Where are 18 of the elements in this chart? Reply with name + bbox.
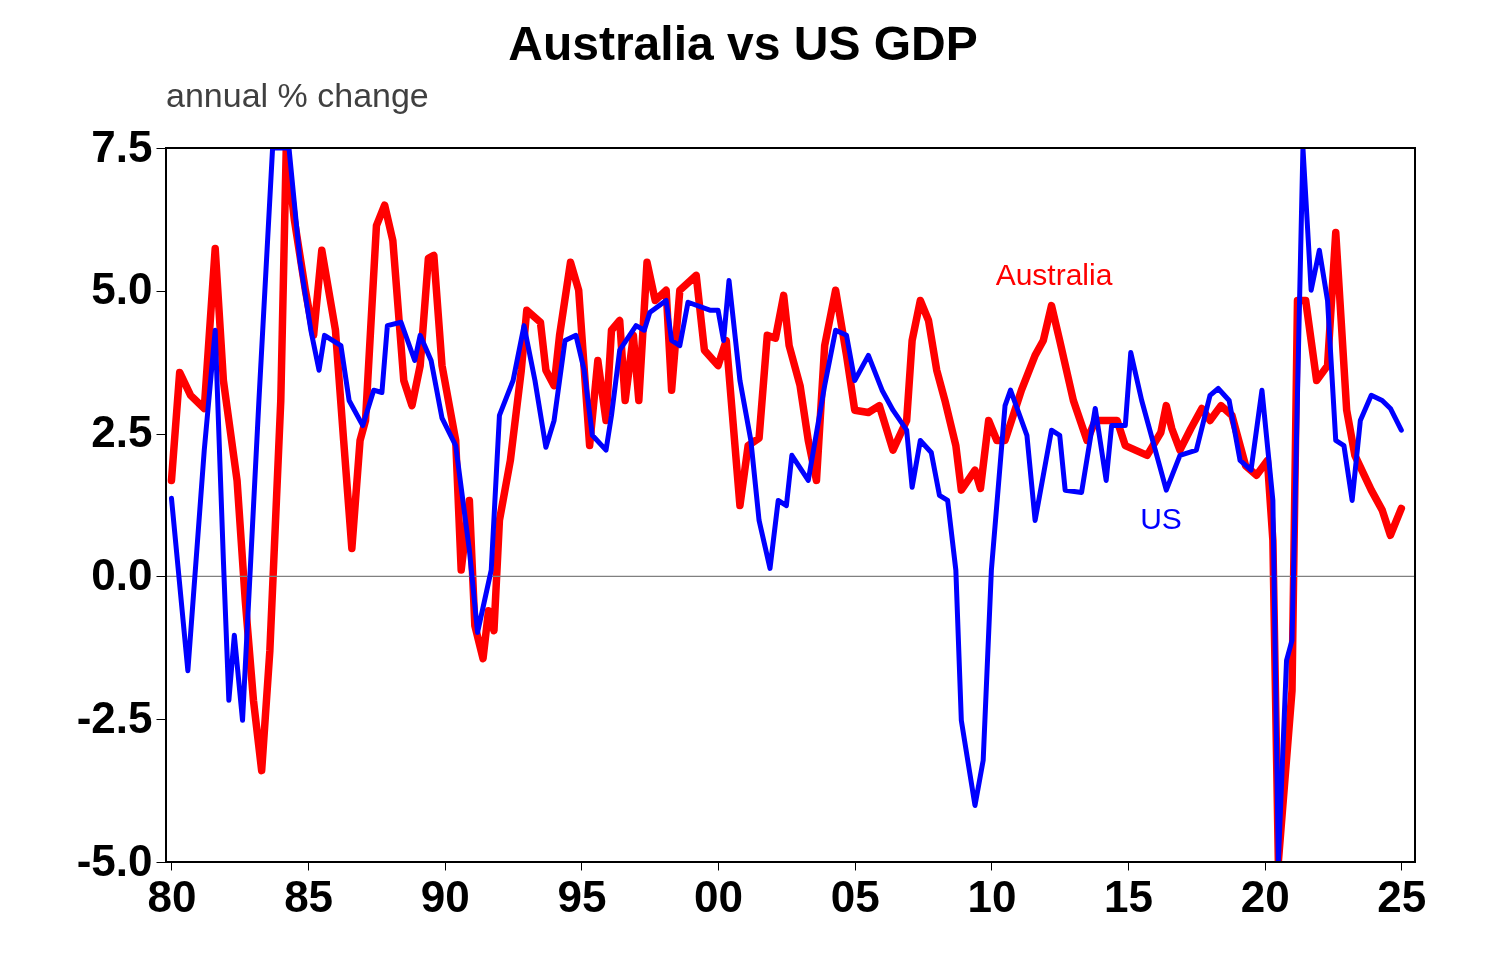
x-tick-label: 15 (1104, 871, 1154, 921)
y-tick-label: 5.0 (91, 264, 153, 314)
x-tick-label: 10 (967, 871, 1017, 921)
x-tick-label: 00 (694, 871, 744, 921)
x-tick-label: 95 (557, 871, 607, 921)
x-tick-label: 05 (830, 871, 880, 921)
y-tick-label: -2.5 (76, 692, 153, 742)
chart-title: Australia vs US GDP (508, 17, 978, 70)
y-tick-label: 2.5 (91, 407, 153, 457)
series-label: US (1140, 502, 1182, 535)
x-tick-label: 90 (420, 871, 470, 921)
y-tick-label: 0.0 (91, 549, 153, 599)
series-label: Australia (995, 258, 1113, 291)
x-tick-label: 25 (1377, 871, 1427, 921)
x-tick-label: 20 (1240, 871, 1290, 921)
y-tick-label: 7.5 (91, 121, 153, 171)
x-tick-label: 85 (284, 871, 334, 921)
chart-subtitle: annual % change (166, 76, 429, 114)
